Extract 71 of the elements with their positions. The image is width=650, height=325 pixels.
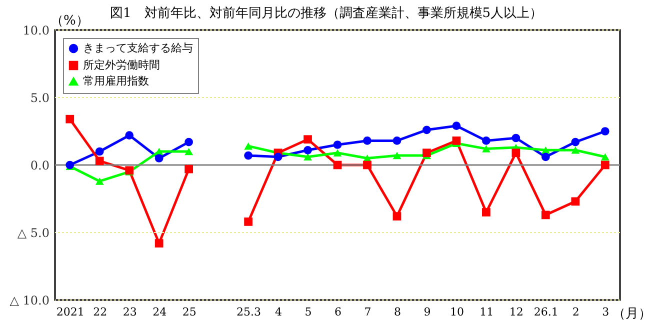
point [600,160,610,170]
x-tick-label: 26.1 [534,306,558,318]
point [571,138,580,146]
point [304,135,312,144]
x-tick-label: 25.3 [236,306,262,318]
point [184,164,193,174]
point [184,138,193,146]
chart-title: 図1 対前年比、対前年同月比の推移（調査産業計、事業所規模5人以上） [110,5,543,21]
x-tick-label: 6 [334,306,342,318]
point [452,136,461,145]
point [571,146,580,154]
point [392,136,402,145]
point [363,160,372,170]
x-tick-label: 24 [152,306,167,318]
point [184,148,193,156]
point [333,140,342,149]
point [363,136,372,145]
point [244,218,252,226]
point [392,152,402,160]
point [154,239,164,248]
point [541,152,550,162]
point [452,122,461,130]
point [422,126,431,134]
point [571,197,580,206]
x-tick-label: 25 [182,306,196,318]
x-tick-label: 4 [275,306,282,318]
legend-label: 所定外労働時間 [83,58,160,72]
x-tick-label: 23 [122,306,137,318]
point [600,153,610,161]
x-tick-label: 7 [364,306,372,318]
x-tick-label: 9 [424,306,431,318]
point [304,146,312,154]
x-tick-label: 12 [509,306,524,318]
x-tick-label: 8 [394,306,401,318]
y-axis-title: （%） [50,14,89,28]
point [95,156,104,166]
legend-label: きまって支給する給与 [83,42,193,54]
x-tick-label: 2 [572,306,580,318]
y-tick-label: 10.0 [22,24,50,38]
x-tick-label: 11 [480,306,494,318]
point [482,145,490,152]
point [244,151,252,160]
point [333,160,342,170]
point [512,148,520,158]
x-axis-title: （月） [612,306,650,322]
point [66,114,74,124]
x-tick-label: 2021 [56,306,84,318]
point [154,154,164,162]
y-tick-label: 0.0 [30,158,50,172]
x-tick-label: 10 [450,306,464,318]
point [482,136,490,145]
point [125,131,134,140]
point [600,127,610,136]
legend-label: 常用雇用指数 [83,74,149,88]
point [482,208,490,216]
point [95,147,104,156]
y-tick-label: 5.0 [30,91,50,105]
point [422,148,431,158]
y-tick-label: △ 10.0 [10,294,50,308]
point [392,212,402,220]
point [512,134,520,142]
x-tick-label: 22 [93,306,108,318]
point [274,152,282,162]
point [333,149,342,156]
point [244,142,252,150]
point [541,210,550,220]
point [304,153,312,161]
x-tick-label: 3 [602,306,610,318]
y-tick-label: △ 5.0 [17,226,50,240]
x-tick-label: 5 [304,306,312,318]
point [95,178,104,185]
